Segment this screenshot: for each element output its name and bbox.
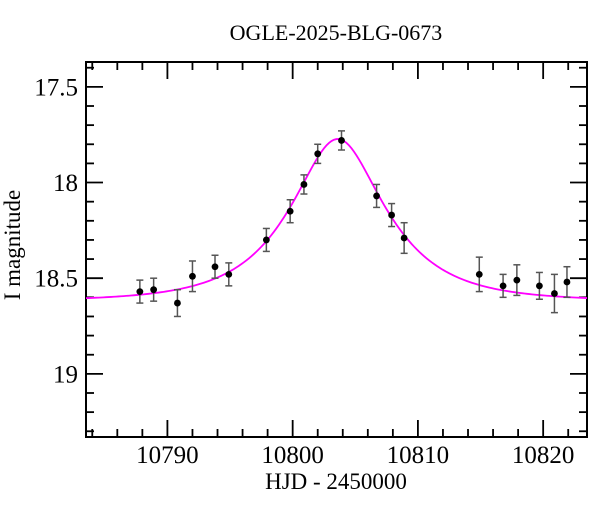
data-point	[551, 290, 558, 297]
x-tick-label: 10800	[261, 442, 324, 469]
data-point	[262, 236, 270, 244]
data-point	[136, 288, 144, 295]
data-point	[499, 282, 507, 290]
axis-ticks	[86, 62, 587, 437]
data-point	[150, 286, 158, 294]
x-tick-label: 10790	[136, 442, 199, 469]
chart-title: OGLE-2025-BLG-0673	[230, 20, 443, 45]
x-tick-label: 10810	[387, 442, 450, 469]
y-tick-label: 18.5	[34, 266, 78, 293]
data-point	[211, 263, 219, 271]
data-point	[300, 181, 308, 188]
data-points	[136, 137, 571, 307]
data-point	[314, 150, 322, 158]
data-point	[225, 270, 233, 278]
data-point	[189, 272, 196, 280]
data-point	[338, 137, 345, 144]
x-axis-label: HJD - 2450000	[265, 469, 407, 494]
data-point	[286, 207, 294, 215]
data-point	[536, 282, 543, 290]
model-curve	[85, 138, 588, 300]
data-point	[475, 270, 483, 278]
data-point	[400, 234, 408, 242]
x-tick-label: 10820	[512, 442, 575, 469]
error-bars	[136, 130, 571, 318]
data-point	[563, 278, 571, 286]
plot-frame	[85, 61, 588, 438]
data-point	[388, 211, 396, 219]
data-point	[373, 192, 380, 200]
data-point	[174, 299, 181, 307]
y-tick-label: 17.5	[34, 74, 78, 101]
y-axis-label: I magnitude	[0, 190, 25, 301]
tick-labels: 10790 10800 10810 10820 17.5 18 18.5 19	[34, 74, 574, 469]
y-tick-label: 18	[53, 170, 78, 197]
data-point	[513, 276, 521, 284]
y-tick-label: 19	[53, 361, 78, 388]
plot-dynamic-layer: 10790 10800 10810 10820 17.5 18 18.5 19	[34, 61, 588, 469]
